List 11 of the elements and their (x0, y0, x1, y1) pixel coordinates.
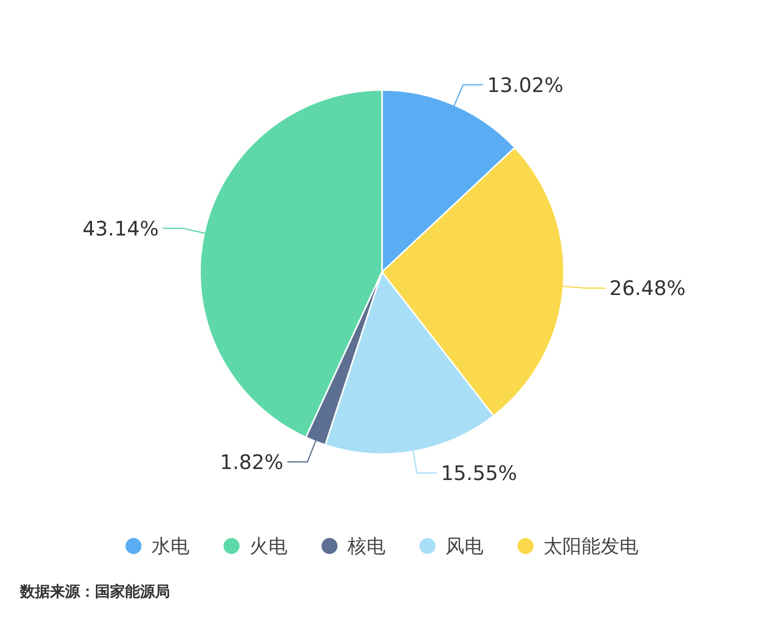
data-label: 15.55% (440, 461, 518, 486)
legend-label: 水电 (152, 536, 190, 558)
legend-label: 火电 (250, 536, 288, 558)
legend-label: 风电 (446, 536, 484, 558)
data-label: 1.82% (220, 450, 284, 474)
data-label: 43.14% (82, 216, 159, 240)
source-note: 数据来源：国家能源局 (19, 582, 170, 600)
data-label: 26.48% (609, 276, 686, 300)
data-label: 13.02% (487, 72, 564, 97)
legend-label: 太阳能发电 (544, 536, 638, 558)
legend-label: 核电 (346, 536, 386, 558)
